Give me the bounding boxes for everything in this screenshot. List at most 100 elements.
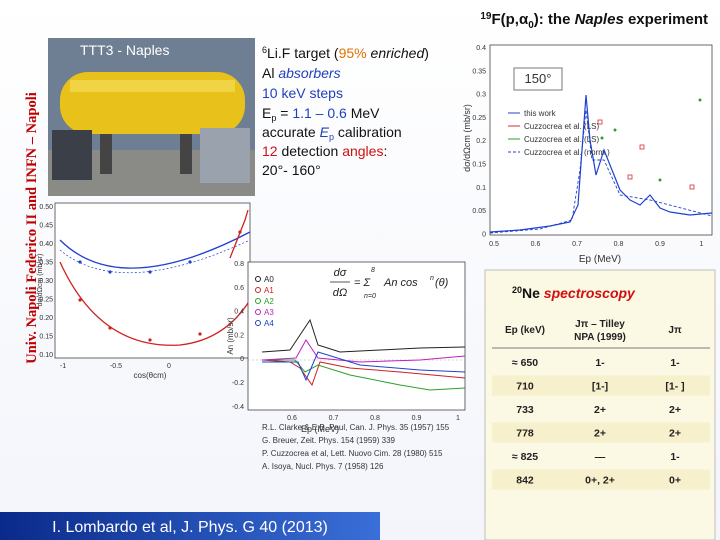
table-row	[492, 375, 710, 396]
tick-label: 0.35	[39, 260, 53, 267]
tick-label: 0.9	[655, 241, 665, 248]
formula-part: dΩ	[333, 287, 348, 299]
table-header: Jπ	[668, 325, 682, 336]
table-cell: 1-	[670, 451, 680, 463]
table-header: Jπ – Tilley	[575, 319, 625, 330]
table-cell: —	[595, 451, 606, 463]
tick-label: 1	[700, 241, 704, 248]
legend-label: Cuzzocrea et al. (norm.)	[524, 148, 610, 157]
tick-label: 0.3	[476, 92, 486, 99]
formula-part: dσ	[334, 267, 347, 279]
table-cell: 2+	[669, 428, 681, 440]
legend-marker	[255, 320, 261, 326]
tick-label: 0.8	[370, 415, 380, 422]
formula-part: (θ)	[435, 277, 449, 289]
tick-label: 0.05	[472, 208, 486, 215]
bullet-line: 10 keV steps	[262, 85, 343, 101]
formula-part: 8	[371, 267, 375, 274]
photo	[48, 38, 255, 196]
bullet-line: 20°- 160°	[262, 162, 321, 178]
citation: I. Lombardo et al, J. Phys. G 40 (2013)	[52, 519, 328, 536]
tick-label: 0.2	[234, 332, 244, 339]
reference: P. Cuzzocrea et al, Lett. Nuovo Cim. 28 …	[262, 449, 443, 458]
tick-label: 0.10	[39, 352, 53, 359]
x-axis-label: Ep (MeV)	[579, 254, 621, 265]
formula: dσ dΩ = Σ 8 n=0 An cos n (θ)	[330, 267, 449, 300]
tick-label: -1	[60, 363, 66, 370]
plot-angle: 150°	[525, 71, 552, 86]
reference: G. Breuer, Zeit. Phys. 154 (1959) 339	[262, 436, 396, 445]
tick-label: 0	[482, 231, 486, 238]
tick-label: 0	[240, 356, 244, 363]
bullet-line: Ep = 1.1 – 0.6 MeV	[262, 105, 380, 123]
table-cell: 0+	[669, 475, 681, 487]
legend-marker	[255, 309, 261, 315]
tick-label: -0.4	[232, 404, 244, 411]
table-cell: 2+	[594, 404, 606, 416]
tick-label: 0.30	[39, 278, 53, 285]
photo-label: TTT3 - Naples	[80, 42, 169, 58]
formula-part: An cos	[383, 277, 418, 289]
tick-label: 0.4	[476, 45, 486, 52]
side-label: Univ. Napoli Federico II and INFN – Napo…	[24, 92, 40, 364]
bullet-line: accurate Ep calibration	[262, 124, 402, 142]
table-cell: 842	[516, 475, 534, 487]
tick-label: 0.7	[329, 415, 339, 422]
angular-plot	[54, 202, 251, 359]
table-cell: 1-	[670, 357, 680, 369]
tick-label: 0.9	[412, 415, 422, 422]
reference: R.L. Clarke & E.B. Paul, Can. J. Phys. 3…	[262, 423, 450, 432]
table-row	[492, 469, 710, 490]
formula-part: n=0	[364, 293, 376, 300]
table-row	[492, 399, 710, 419]
tick-label: 0.25	[472, 115, 486, 122]
bullet-line: 12 detection angles:	[262, 143, 387, 159]
bullet-line: Al absorbers	[262, 65, 341, 81]
tick-label: 0.4	[234, 309, 244, 316]
table-cell: 778	[516, 428, 534, 440]
tick-label: 0.40	[39, 241, 53, 248]
tick-label: 0.8	[234, 261, 244, 268]
tick-label: 0.1	[476, 185, 486, 192]
table-cell: 733	[516, 404, 534, 416]
tick-label: 0.15	[39, 334, 53, 341]
citation-bar	[0, 512, 380, 540]
legend-label: A4	[264, 319, 274, 328]
table-cell: 1-	[595, 357, 605, 369]
tick-label: 0.5	[489, 241, 499, 248]
table-header: NPA (1999)	[574, 332, 626, 343]
legend-marker	[255, 287, 261, 293]
table-cell: 2+	[669, 404, 681, 416]
legend-label: A3	[264, 308, 274, 317]
tick-label: 0.7	[572, 241, 582, 248]
table-cell: ≈ 650	[512, 357, 538, 369]
y-axis-label: dσ/dΩcm (mb/sr)	[37, 254, 44, 307]
table-cell: ≈ 825	[512, 451, 538, 463]
table-cell: [1- ]	[665, 381, 684, 393]
excitation-plot	[489, 44, 713, 236]
tick-label: 0.20	[39, 315, 53, 322]
reference: A. Isoya, Nucl. Phys. 7 (1958) 126	[262, 462, 384, 471]
formula-part: = Σ	[354, 277, 370, 289]
tick-label: 0.6	[234, 285, 244, 292]
table-header: Ep (keV)	[505, 325, 545, 336]
legend-label: A2	[264, 297, 274, 306]
x-axis-label: Ep (MeV)	[301, 424, 339, 434]
tick-label: 0.25	[39, 297, 53, 304]
table-title: 20Ne spectroscopy	[512, 285, 636, 301]
table-row	[492, 446, 710, 466]
tick-label: -0.5	[110, 363, 122, 370]
tick-label: 0.45	[39, 223, 53, 230]
table-cell: [1-]	[592, 381, 608, 393]
tick-label: 0.15	[472, 162, 486, 169]
tick-label: 0.50	[39, 204, 53, 211]
legend-marker	[255, 276, 261, 282]
legend-label: this work	[524, 109, 557, 118]
tick-label: 0.8	[614, 241, 624, 248]
table-row	[492, 352, 710, 372]
y-axis-label: An (mb/sr)	[226, 317, 235, 355]
legendre-plot	[247, 261, 466, 411]
table-cell: 2+	[594, 428, 606, 440]
legend-marker	[255, 298, 261, 304]
y-axis-label: dσ/dΩcm (mb/sr)	[462, 104, 472, 172]
